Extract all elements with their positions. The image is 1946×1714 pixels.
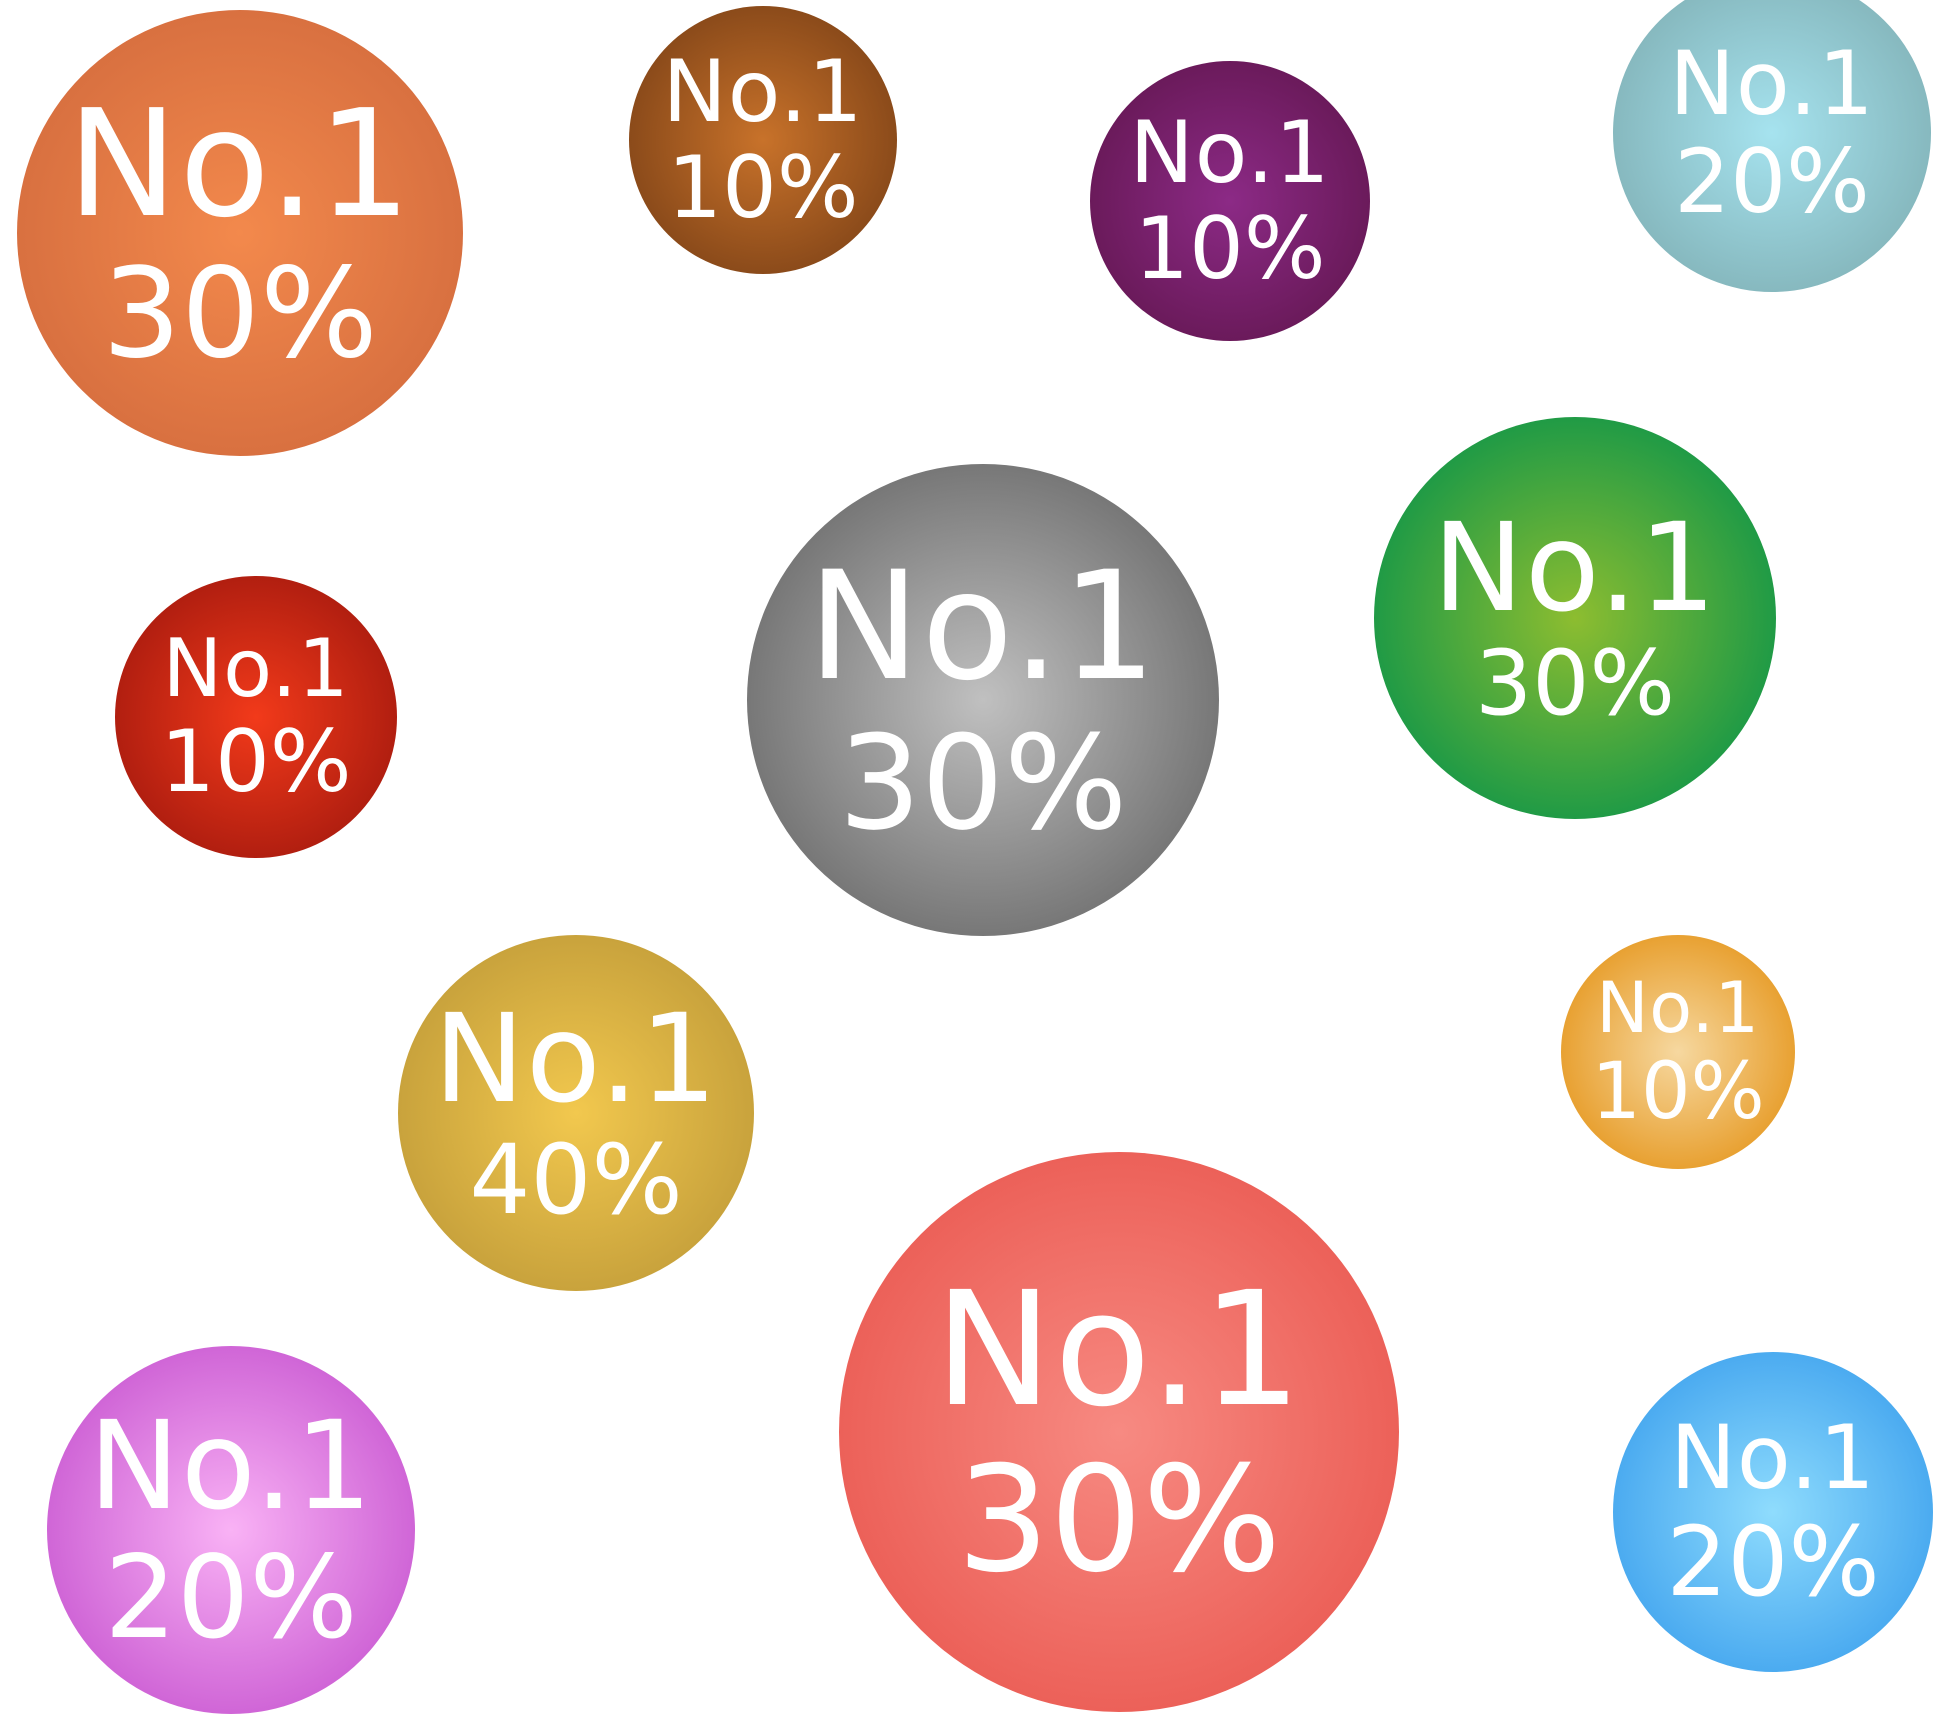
badge-gold: No.1 40% bbox=[398, 935, 754, 1291]
badge-title: No.1 bbox=[1596, 967, 1760, 1050]
badge-amber: No.1 10% bbox=[1561, 935, 1795, 1169]
badge-purple: No.1 10% bbox=[1090, 61, 1370, 341]
badge-coral: No.1 30% bbox=[839, 1152, 1399, 1712]
badge-value: 10% bbox=[160, 712, 352, 813]
badge-brown: No.1 10% bbox=[629, 6, 897, 274]
badge-value: 30% bbox=[838, 706, 1128, 859]
badge-title: No.1 bbox=[162, 621, 350, 715]
badge-value: 10% bbox=[1134, 199, 1326, 300]
badge-value: 30% bbox=[1474, 631, 1676, 737]
badge-value: 30% bbox=[956, 1434, 1282, 1605]
badge-title: No.1 bbox=[67, 77, 413, 250]
badge-title: No.1 bbox=[88, 1395, 374, 1538]
badge-value: 20% bbox=[104, 1530, 358, 1664]
badge-title: No.1 bbox=[1432, 496, 1718, 639]
badge-title: No.1 bbox=[934, 1258, 1304, 1443]
badge-title: No.1 bbox=[433, 988, 719, 1131]
badge-value: 40% bbox=[469, 1123, 683, 1236]
badge-title: No.1 bbox=[1129, 102, 1331, 203]
badge-teal: No.1 20% bbox=[1613, 0, 1931, 292]
badge-title: No.1 bbox=[1669, 31, 1875, 135]
badge-value: 30% bbox=[102, 242, 378, 387]
badge-magenta: No.1 20% bbox=[47, 1346, 415, 1714]
badge-title: No.1 bbox=[662, 41, 864, 142]
badge-gray: No.1 30% bbox=[747, 464, 1219, 936]
badge-value: 20% bbox=[1666, 1505, 1880, 1618]
badge-title: No.1 bbox=[1670, 1406, 1876, 1510]
badge-green: No.1 30% bbox=[1374, 417, 1776, 819]
badge-title: No.1 bbox=[807, 540, 1159, 715]
badge-blue: No.1 20% bbox=[1613, 1352, 1933, 1672]
badge-value: 20% bbox=[1674, 130, 1870, 234]
badge-value: 10% bbox=[667, 138, 859, 239]
badge-red: No.1 10% bbox=[115, 576, 397, 858]
badge-value: 10% bbox=[1591, 1046, 1765, 1137]
badge-orange: No.1 30% bbox=[17, 10, 463, 456]
